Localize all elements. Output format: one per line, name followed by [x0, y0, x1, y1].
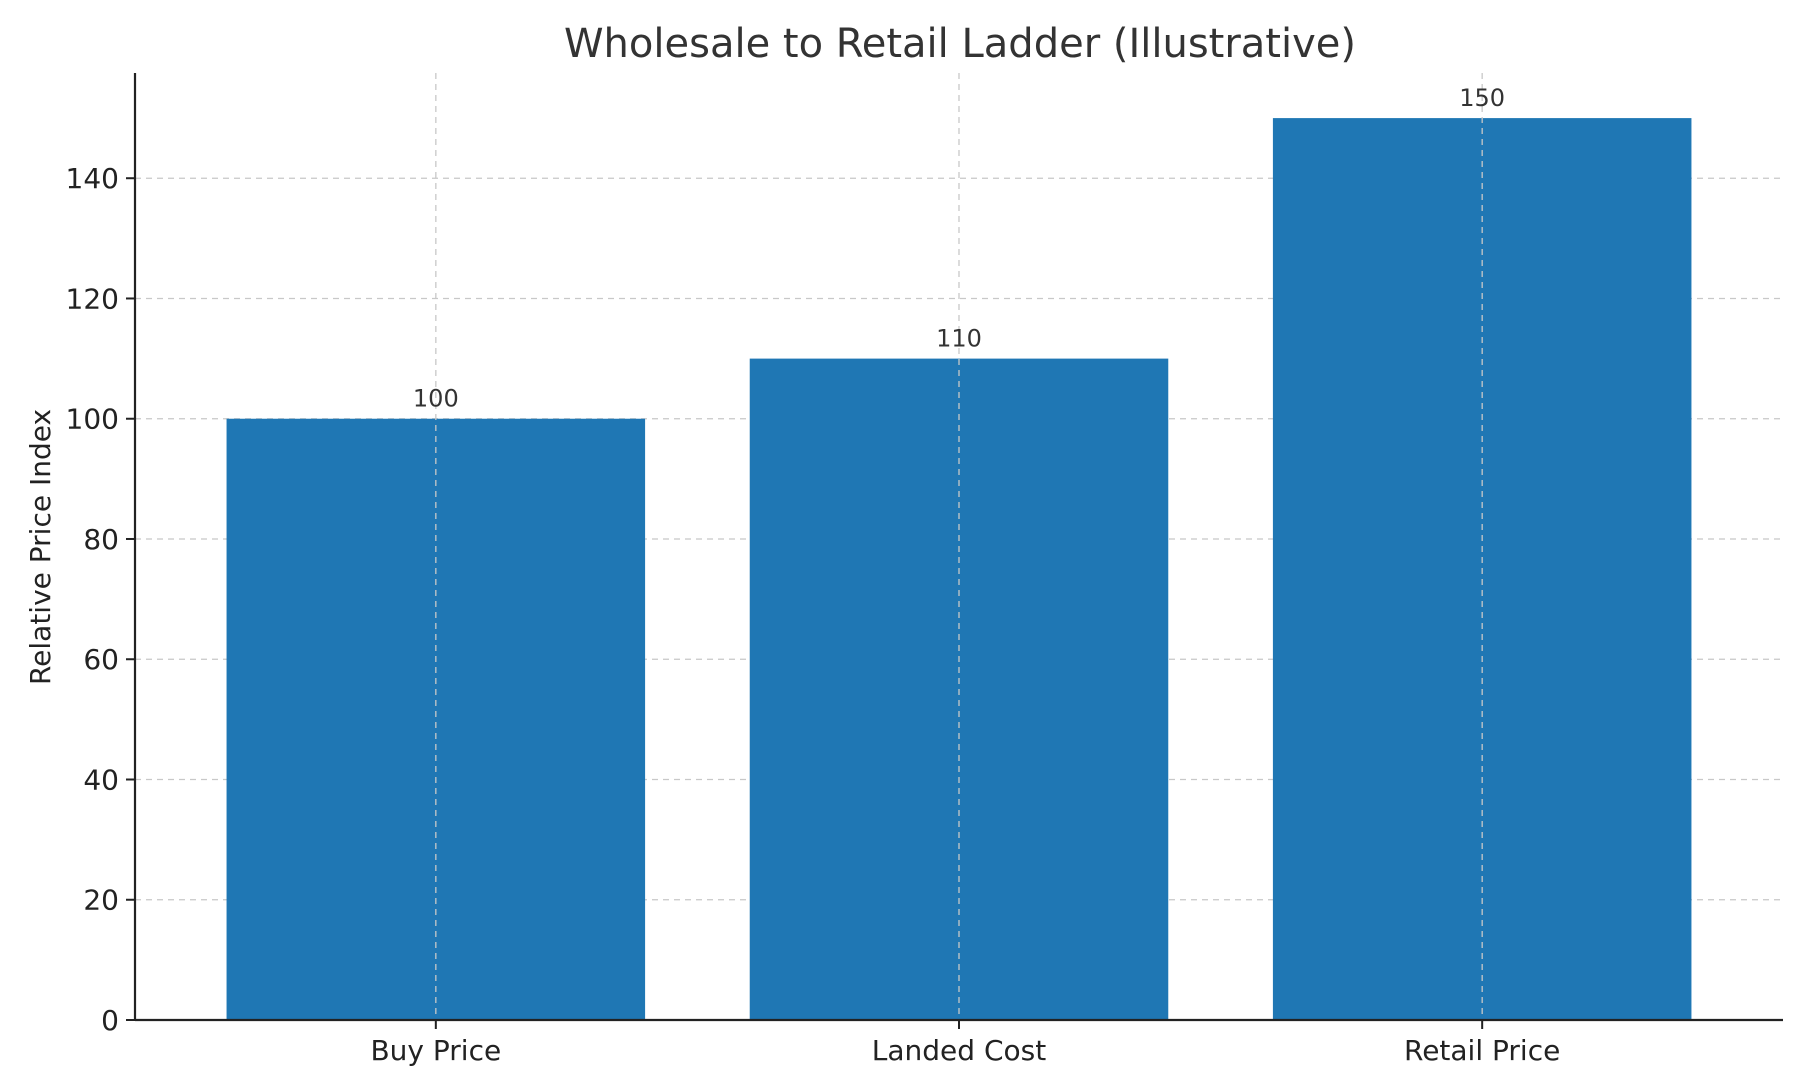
bar-value-label: 110	[936, 325, 982, 353]
bar-value-label: 150	[1459, 84, 1505, 112]
y-tick-label: 20	[83, 884, 119, 917]
chart-title: Wholesale to Retail Ladder (Illustrative…	[564, 21, 1356, 67]
bar-value-label: 100	[413, 385, 459, 413]
y-axis-label: Relative Price Index	[24, 409, 57, 685]
bar-buy-price	[226, 418, 646, 1020]
x-tick-label: Buy Price	[370, 1034, 501, 1067]
y-tick-label: 120	[66, 282, 119, 315]
vertical-grid-lines	[435, 73, 1483, 1020]
y-tick-label: 60	[83, 643, 119, 676]
y-tick-label: 100	[66, 403, 119, 436]
tick-labels: 0 20 40 60 80 100 120 140 Buy Price Landed Cost Re…	[66, 162, 1561, 1067]
x-tick-label: Retail Price	[1404, 1034, 1560, 1067]
y-tick-label: 140	[66, 162, 119, 195]
y-tick-label: 80	[83, 523, 119, 556]
data-labels: 100 110 150	[413, 84, 1505, 413]
x-tick-label: Landed Cost	[872, 1034, 1046, 1067]
y-tick-label: 40	[83, 763, 119, 796]
y-tick-label: 0	[101, 1004, 119, 1037]
